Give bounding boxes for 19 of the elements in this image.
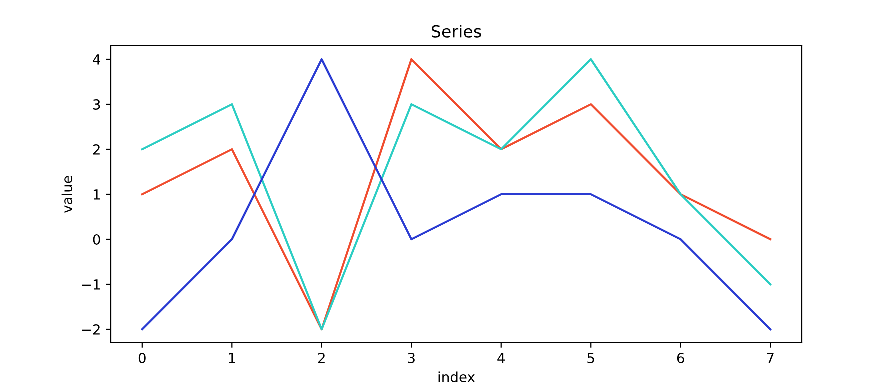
x-axis-title: index xyxy=(438,372,476,382)
x-tick-label: 2 xyxy=(318,352,325,364)
x-tick-label: 1 xyxy=(229,353,236,364)
x-tick-label: 3 xyxy=(408,352,415,364)
y-tick-label: −1 xyxy=(82,280,100,290)
y-axis-title: value xyxy=(62,176,73,214)
x-tick-label: 5 xyxy=(588,353,594,364)
y-tick-label: 4 xyxy=(93,54,100,65)
chart-title: Series xyxy=(432,25,482,38)
x-tick-label: 7 xyxy=(767,353,774,364)
y-tick-label: 1 xyxy=(94,190,100,200)
y-tick-label: 2 xyxy=(93,144,100,155)
x-tick-label: 0 xyxy=(138,352,146,364)
line-series xyxy=(141,58,772,331)
y-tick-label: 3 xyxy=(94,99,100,110)
x-tick-label: 4 xyxy=(498,353,506,364)
y-tick-label: 0 xyxy=(93,234,100,245)
x-tick-label: 6 xyxy=(677,352,684,364)
y-tick-label: −2 xyxy=(82,324,100,335)
